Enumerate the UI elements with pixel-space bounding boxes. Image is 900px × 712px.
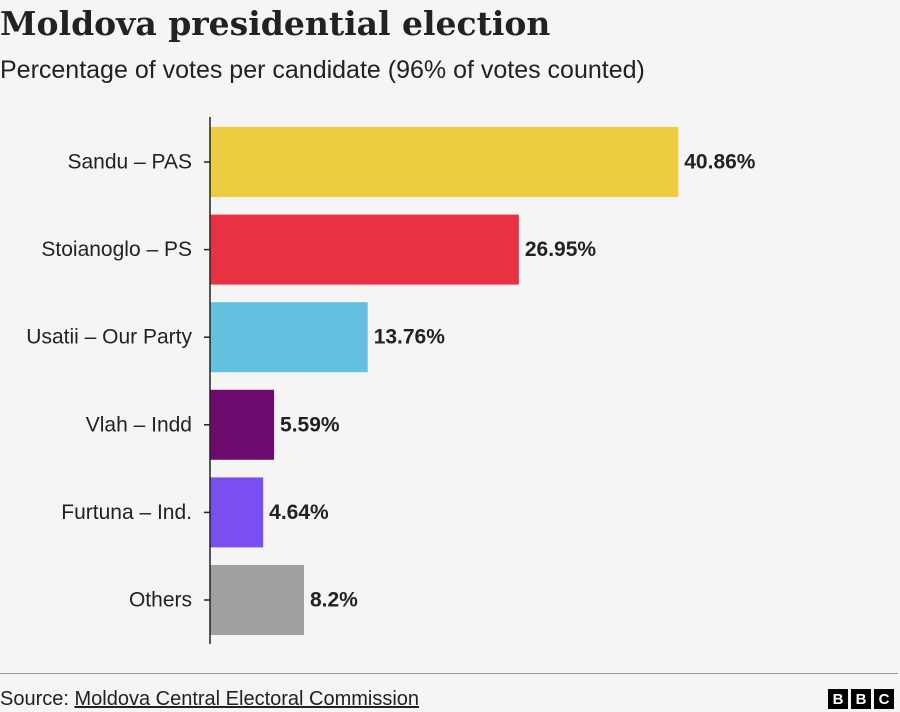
chart-title: Moldova presidential election [0,4,551,43]
bar-chart: Sandu – PAS 40.86% Stoianoglo – PS 26.95% Us… [26,117,756,644]
category-label: Usatii – Our Party [26,326,192,349]
bar [210,389,275,460]
source-note: Source: Moldova Central Electoral Commis… [0,688,419,711]
bbc-logo-block: B [851,689,871,709]
value-label: 8.2% [310,589,358,612]
bar [210,302,368,373]
value-label: 13.76% [374,326,446,349]
category-label: Vlah – Indd [86,413,192,436]
bar [210,214,519,285]
bar [210,127,679,197]
value-label: 26.95% [525,238,597,261]
value-label: 40.86% [684,151,756,174]
value-label: 5.59% [280,413,340,436]
source-prefix: Source: [0,688,75,710]
category-label: Stoianoglo – PS [41,238,192,261]
source-link[interactable]: Moldova Central Electoral Commission [74,688,420,710]
bbc-logo-block: B [828,689,848,709]
category-label: Others [129,589,192,612]
category-label: Sandu – PAS [67,151,192,174]
bbc-logo-block: C [874,689,894,709]
value-label: 4.64% [269,501,329,524]
chart-subtitle: Percentage of votes per candidate (96% o… [0,56,645,84]
category-label: Furtuna – Ind. [61,501,192,524]
bbc-logo: B B C [828,689,894,709]
bar [210,565,304,635]
bar [210,477,264,548]
footer-divider [0,673,898,674]
